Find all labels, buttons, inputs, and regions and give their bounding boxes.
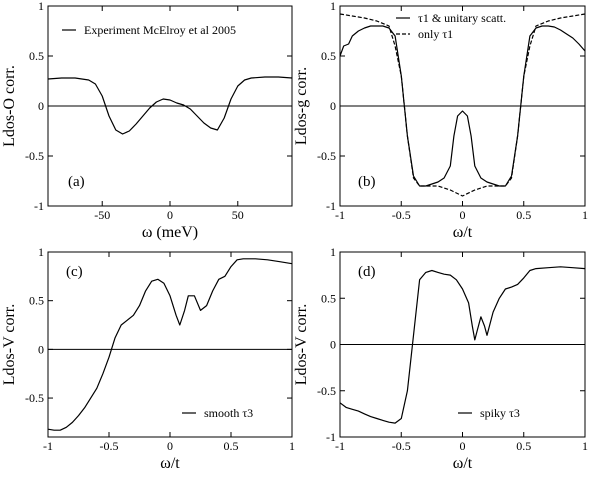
y-tick-label: -1 — [326, 430, 336, 444]
x-tick-label: 0 — [167, 439, 173, 453]
panel-a: -50 0 50 -1 -0.5 0 0.5 1 ω (meV) Ldos-O corr. (a) E… — [1, 0, 293, 241]
x-tick-label: 0.5 — [224, 439, 239, 453]
plot-frame — [47, 251, 293, 438]
y-axis-label: Ldos-g corr. — [293, 67, 310, 145]
x-tick-label: -1 — [335, 439, 345, 453]
y-tick-label: 0.5 — [321, 291, 336, 305]
legend-label: only τ1 — [418, 27, 453, 41]
x-tick-label: 1 — [582, 208, 588, 222]
y-tick-label: -0.5 — [25, 149, 44, 163]
y-axis-label: Ldos-V corr. — [1, 304, 18, 385]
y-axis-label: Ldos-O corr. — [1, 65, 18, 147]
x-axis-label: ω/t — [160, 455, 180, 472]
panel-label: (a) — [68, 174, 85, 190]
y-tick-label: -1 — [34, 199, 44, 213]
series-line-a-0 — [47, 76, 293, 135]
y-tick-label: 1 — [330, 0, 336, 13]
y-tick-label: 0.5 — [321, 49, 336, 63]
x-tick-label: 0 — [167, 208, 173, 222]
panel-label: (c) — [66, 264, 83, 280]
x-tick-label: -1 — [43, 439, 53, 453]
y-tick-label: 1 — [330, 245, 336, 259]
y-axis-label: Ldos-V corr. — [293, 304, 310, 385]
x-tick-label: -50 — [94, 208, 110, 222]
y-tick-label: -0.5 — [317, 149, 336, 163]
series-line-d-0 — [339, 266, 586, 424]
x-tick-label: 0.5 — [516, 208, 531, 222]
panel-d: -1 -0.5 0 0.5 1 -1 -0.5 0 0.5 1 ω/t Ldos-V corr. (d)… — [293, 245, 588, 472]
y-tick-label: 0 — [38, 99, 44, 113]
x-axis-label: ω (meV) — [142, 224, 198, 241]
y-tick-label: 0 — [330, 338, 336, 352]
x-tick-label: 1 — [289, 439, 295, 453]
legend-label: smooth τ3 — [204, 406, 253, 420]
y-tick-label: 0.5 — [29, 49, 44, 63]
x-tick-label: 0 — [460, 439, 466, 453]
legend-label: Experiment McElroy et al 2005 — [84, 23, 236, 37]
y-tick-label: 1 — [38, 245, 44, 259]
x-tick-label: 50 — [232, 208, 244, 222]
panel-label: (d) — [358, 264, 376, 280]
legend-label: spiky τ3 — [480, 406, 520, 420]
legend-label: τ1 & unitary scatt. — [418, 11, 506, 25]
x-tick-label: -0.5 — [392, 439, 411, 453]
series-line-b-1 — [339, 13, 586, 197]
y-tick-label: 0 — [38, 342, 44, 356]
y-tick-label: 0 — [330, 99, 336, 113]
panel-b: -1 -0.5 0 0.5 1 -1 -0.5 0 0.5 1 ω/t Ldos-g corr. (b)… — [293, 0, 588, 241]
y-tick-label: -1 — [326, 199, 336, 213]
x-tick-label: 1 — [582, 439, 588, 453]
series-line-b-0 — [339, 25, 586, 187]
y-tick-label: 0.5 — [29, 294, 44, 308]
x-tick-label: 0 — [460, 208, 466, 222]
x-tick-label: -0.5 — [100, 439, 119, 453]
y-tick-label: -0.5 — [25, 391, 44, 405]
y-tick-label: 1 — [38, 0, 44, 13]
y-tick-label: -0.5 — [317, 384, 336, 398]
x-axis-label: ω/t — [453, 455, 473, 472]
panel-c: -1 -0.5 0 0.5 1 -0.5 0 0.5 1 ω/t Ldos-V corr. (c) sm… — [1, 245, 295, 472]
x-tick-label: 0.5 — [516, 439, 531, 453]
panel-label: (b) — [358, 174, 376, 190]
x-tick-label: -0.5 — [392, 208, 411, 222]
x-tick-label: -1 — [335, 208, 345, 222]
x-axis-label: ω/t — [453, 224, 473, 241]
series-line-c-0 — [47, 258, 293, 431]
